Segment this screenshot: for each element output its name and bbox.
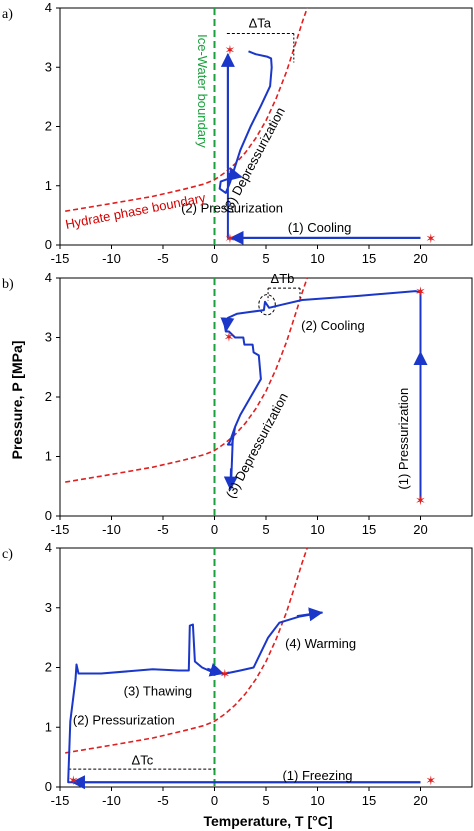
x-tick-label: 20 (413, 793, 427, 808)
x-tick-label: 20 (413, 251, 427, 266)
hydrate-phase-boundary-line (65, 547, 308, 754)
step-annotation: (1) Pressurization (396, 388, 411, 490)
y-axis-label: Pressure, P [MPa] (9, 341, 25, 460)
y-tick-label: 4 (45, 0, 52, 15)
step-annotation: (4) Warming (285, 636, 356, 651)
experiment-path-line (223, 290, 422, 500)
x-tick-label: -5 (157, 522, 169, 537)
x-tick-label: 10 (310, 522, 324, 537)
x-tick-label: -15 (51, 251, 70, 266)
x-axis-label: Temperature, T [°C] (203, 813, 332, 829)
state-point-marker: ✶ (415, 493, 426, 508)
x-tick-label: -5 (157, 251, 169, 266)
x-tick-label: -10 (102, 793, 121, 808)
path-arrow (220, 317, 235, 332)
step-annotation: (3) Thawing (124, 684, 192, 699)
path-arrow (223, 468, 238, 491)
step-annotation: (1) Cooling (288, 220, 352, 235)
y-tick-label: 1 (45, 719, 52, 734)
state-point-marker: ✶ (219, 666, 230, 681)
step-annotation: (2) Pressurization (73, 712, 175, 727)
state-point-marker: ✶ (415, 284, 426, 299)
delta-t-label: ΔTc (132, 752, 154, 767)
y-tick-label: 4 (45, 270, 52, 285)
state-point-marker: ✶ (425, 773, 436, 788)
x-tick-label: -10 (102, 251, 121, 266)
plot-frame (59, 547, 473, 788)
y-tick-label: 4 (45, 540, 52, 555)
path-arrow (227, 167, 243, 181)
x-tick-label: 20 (413, 522, 427, 537)
step-annotation: (2) Pressurization (181, 200, 283, 215)
x-tick-label: -5 (157, 793, 169, 808)
chart-panel-3: c) -15 -10 -5 0 5 10 15 20 0 1 2 3 4 ΔTc ✶ ✶ ✶ (1) Freezin… (2, 540, 473, 808)
chart-panel-1: a) -15 -10 -5 0 5 10 15 20 0 1 2 3 4 ΔTa ✶ ✶ ✶ (1) Cooling… (2, 0, 473, 266)
delta-t-label: ΔTb (271, 271, 295, 286)
x-tick-label: -15 (51, 522, 70, 537)
y-tick-label: 0 (45, 779, 52, 794)
x-tick-label: 10 (310, 793, 324, 808)
hydrate-phase-boundary-line (65, 277, 308, 483)
x-tick-label: 0 (211, 251, 218, 266)
panel-letter: c) (2, 547, 13, 562)
step-annotation: (1) Freezing (282, 768, 352, 783)
x-tick-label: 0 (211, 793, 218, 808)
experiment-path-line (67, 611, 421, 784)
y-tick-label: 3 (45, 59, 52, 74)
x-tick-label: 10 (310, 251, 324, 266)
panel-letter: a) (2, 7, 13, 22)
hydrate-phase-boundary-line (65, 7, 308, 212)
ice-water-boundary-label: Ice-Water boundary (195, 34, 210, 148)
x-tick-label: 15 (362, 793, 376, 808)
y-tick-label: 2 (45, 119, 52, 134)
y-tick-label: 2 (45, 389, 52, 404)
state-point-marker: ✶ (68, 773, 79, 788)
y-tick-label: 2 (45, 660, 52, 675)
state-point-marker: ✶ (224, 231, 235, 246)
x-tick-label: 15 (362, 251, 376, 266)
step-annotation: (2) Cooling (301, 318, 365, 333)
chart-panel-2: b) -15 -10 -5 0 5 10 15 20 0 1 2 3 4 ΔTb ✶ ✶ ✶ (2) Cooling… (2, 270, 473, 537)
x-tick-label: -10 (102, 522, 121, 537)
path-arrow (206, 663, 225, 677)
path-arrow (296, 607, 324, 622)
y-tick-label: 1 (45, 178, 52, 193)
x-tick-label: 5 (262, 522, 269, 537)
x-tick-label: -15 (51, 793, 70, 808)
y-tick-label: 3 (45, 600, 52, 615)
x-tick-label: 0 (211, 522, 218, 537)
x-tick-label: 15 (362, 522, 376, 537)
y-tick-label: 0 (45, 508, 52, 523)
y-tick-label: 3 (45, 330, 52, 345)
state-point-marker: ✶ (425, 231, 436, 246)
highlight-circle (258, 294, 276, 316)
y-tick-label: 0 (45, 237, 52, 252)
x-tick-label: 5 (262, 793, 269, 808)
panel-letter: b) (2, 277, 14, 292)
y-tick-label: 1 (45, 449, 52, 464)
state-point-marker: ✶ (223, 329, 234, 344)
delta-t-label: ΔTa (249, 16, 272, 31)
state-point-marker: ✶ (224, 42, 235, 57)
x-tick-label: 5 (262, 251, 269, 266)
